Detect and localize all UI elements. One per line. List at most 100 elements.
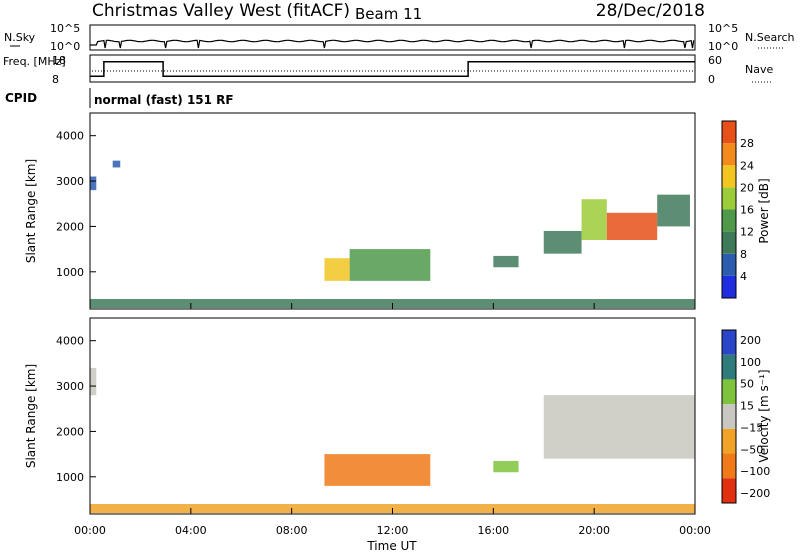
beam-label: Beam 11 (355, 5, 422, 23)
power-colorbar-segment (722, 143, 736, 166)
velocity-panel: 1000 2000 3000 4000 Slant Range [km] 200 100… (24, 303, 771, 553)
time-axis-label: Time UT (366, 539, 417, 553)
velocity-colorbar-segment (722, 453, 736, 479)
power-y-axis: 1000 2000 3000 4000 (56, 130, 96, 279)
freq-tick-bottom: 8 (52, 73, 59, 86)
power-colorbar: 4 8 12 16 20 24 28 (721, 120, 754, 299)
power-ytick-label: 4000 (56, 130, 84, 143)
freq-panel: Freq. [MHz] 18 8 60 0 Nave (3, 54, 773, 86)
nave-tick-bottom: 0 (708, 73, 715, 86)
noise-frame (89, 24, 696, 51)
date-label: 28/Dec/2018 (596, 1, 705, 21)
velocity-region (543, 395, 695, 459)
power-colorbar-segment (722, 187, 736, 210)
noise-panel: N.Sky 10^5 10^0 10^5 10^0 N.Search (4, 22, 795, 53)
velocity-colorbar-tick: 50 (740, 378, 754, 391)
power-colorbar-tick: 28 (740, 137, 754, 150)
noise-right-tick-top: 10^5 (708, 22, 738, 35)
power-colorbar-tick: 20 (740, 181, 754, 194)
power-colorbar-segment (722, 231, 736, 254)
velocity-colorbar-segment (722, 404, 736, 429)
power-colorbar-label: Power [dB] (757, 178, 771, 243)
power-colorbar-segment (722, 275, 736, 298)
power-colorbar-frame (721, 120, 737, 299)
power-region (493, 255, 519, 268)
power-region (543, 230, 582, 254)
power-colorbar-tick: 4 (740, 270, 747, 283)
velocity-colorbar-tick: −100 (740, 465, 770, 478)
power-region (349, 249, 431, 281)
velocity-ylabel: Slant Range [km] (24, 364, 38, 468)
freq-tick-top: 18 (52, 54, 66, 67)
velocity-ytick-label: 1000 (56, 471, 84, 484)
velocity-colorbar-segment (722, 354, 736, 380)
velocity-colorbar-segment (722, 330, 736, 355)
power-colorbar-segment (722, 209, 736, 232)
freq-frame (89, 54, 696, 83)
velocity-colorbar-segment (722, 379, 736, 405)
freq-series (90, 61, 695, 77)
power-colorbar-segment (722, 165, 736, 188)
power-colorbar-tick: 24 (740, 159, 754, 172)
time-tick-label: 00:00 (679, 524, 711, 537)
freq-label: Freq. [MHz] (3, 55, 66, 68)
nsearch-label: N.Search (745, 31, 795, 44)
velocity-region (324, 454, 431, 486)
power-ytick-label: 1000 (56, 266, 84, 279)
velocity-colorbar: 200 100 50 15 −15 −50 −100 −200 (721, 329, 770, 504)
time-tick-label: 20:00 (578, 524, 610, 537)
time-tick-label: 04:00 (175, 524, 207, 537)
velocity-ytick-label: 3000 (56, 380, 84, 393)
velocity-data (90, 367, 695, 514)
nsky-label: N.Sky (4, 31, 36, 44)
velocity-colorbar-frame (721, 329, 737, 504)
power-colorbar-tick: 16 (740, 204, 754, 217)
nave-label: Nave (745, 63, 773, 76)
power-region (112, 160, 121, 168)
power-region (90, 176, 97, 191)
time-tick-label: 16:00 (477, 524, 509, 537)
power-colorbar-segment (722, 121, 736, 144)
time-tick-label: 08:00 (276, 524, 308, 537)
power-region (657, 194, 690, 227)
velocity-colorbar-segment (722, 478, 736, 503)
noise-left-tick-bottom: 10^0 (50, 40, 80, 53)
velocity-colorbar-segment (722, 428, 736, 454)
power-region (606, 212, 658, 241)
power-panel: 1000 2000 3000 4000 Slant Range [km] 4 8 12 16… (24, 112, 771, 310)
velocity-colorbar-tick: 100 (740, 356, 761, 369)
velocity-region (90, 367, 97, 396)
power-colorbar-tick: 8 (740, 248, 747, 261)
power-region (581, 199, 607, 241)
velocity-colorbar-tick: 15 (740, 400, 754, 413)
velocity-y-axis: 1000 2000 3000 4000 (56, 335, 96, 484)
power-colorbar-segment (722, 253, 736, 276)
plot-title: Christmas Valley West (fitACF) (92, 1, 350, 21)
power-colorbar-tick: 12 (740, 226, 754, 239)
cpid-label: CPID (5, 91, 37, 105)
power-ylabel: Slant Range [km] (24, 159, 38, 263)
velocity-colorbar-tick: −15 (740, 421, 763, 434)
velocity-region (493, 460, 519, 473)
nsky-line (90, 39, 695, 49)
time-axis: 00:00 04:00 08:00 12:00 16:00 20:00 00:00 (74, 303, 711, 537)
velocity-colorbar-tick: 200 (740, 334, 761, 347)
cpid-value: normal (fast) 151 RF (94, 93, 234, 107)
power-data (90, 160, 695, 309)
power-ytick-label: 3000 (56, 175, 84, 188)
velocity-ytick-label: 4000 (56, 335, 84, 348)
noise-left-tick-top: 10^5 (50, 22, 80, 35)
power-ytick-label: 2000 (56, 220, 84, 233)
velocity-ytick-label: 2000 (56, 425, 84, 438)
freq-line (90, 61, 695, 77)
time-tick-label: 12:00 (377, 524, 409, 537)
nave-tick-top: 60 (708, 54, 722, 67)
power-region (324, 258, 350, 281)
velocity-colorbar-label: Velocity [m s⁻¹] (757, 369, 771, 462)
noise-right-tick-bottom: 10^0 (708, 40, 738, 53)
velocity-colorbar-tick: −200 (740, 487, 770, 500)
velocity-colorbar-tick: −50 (740, 443, 763, 456)
time-tick-label: 00:00 (74, 524, 106, 537)
nsky-series (90, 39, 695, 49)
